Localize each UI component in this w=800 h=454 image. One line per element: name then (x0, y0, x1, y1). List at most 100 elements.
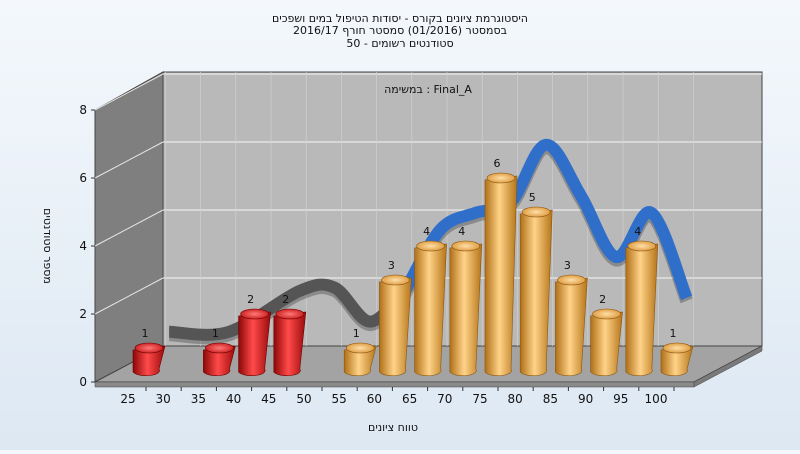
data-label-75: 6 (494, 157, 501, 170)
x-tick-label: 95 (613, 392, 628, 406)
x-tick-label: 35 (191, 392, 206, 406)
x-tick-label: 100 (645, 392, 668, 406)
x-tick-label: 60 (367, 392, 382, 406)
bar-top (486, 172, 516, 184)
bar-45 (273, 308, 307, 377)
data-label-80: 5 (529, 191, 536, 204)
chart-subtitle: במשימה : Final_A (384, 83, 472, 96)
x-tick-label: 75 (472, 392, 487, 406)
bar-70 (449, 240, 483, 377)
x-tick-label: 70 (437, 392, 452, 406)
bar-75 (484, 172, 518, 377)
bar-60 (379, 274, 412, 377)
bar-top (416, 240, 445, 252)
floor-front-edge (94, 381, 695, 388)
x-tick-label: 80 (508, 392, 523, 406)
y-tick-label: 4 (79, 239, 87, 253)
bar-top (451, 240, 481, 252)
x-tick-label: 90 (578, 392, 593, 406)
bar-top (275, 308, 305, 320)
bar-35 (203, 342, 236, 377)
chart-title-line-1: היסטוגרמת ציונים בקורס - יסודות הטיפול ב… (272, 12, 528, 25)
bar-body (519, 209, 553, 377)
data-label-25: 1 (142, 327, 149, 340)
bar-65 (414, 240, 447, 377)
bar-top (240, 308, 269, 320)
x-tick-label: 45 (261, 392, 276, 406)
bar-25 (132, 342, 166, 377)
bar-top (345, 342, 375, 354)
y-axis-ticks: 0 2 4 6 8 (79, 103, 95, 389)
bar-body (132, 345, 166, 377)
x-tick-label: 50 (296, 392, 311, 406)
data-label-35: 1 (212, 327, 219, 340)
bar-body (590, 311, 623, 377)
trend-curve-blue (399, 138, 693, 301)
data-label-60: 3 (388, 259, 395, 272)
trend-curve-gray (168, 278, 410, 341)
data-label-45: 2 (282, 293, 289, 306)
bar-body (273, 311, 307, 377)
bar-body (203, 345, 236, 377)
bar-80 (519, 206, 553, 377)
y-axis-title: מספר סטודנטים (41, 208, 54, 284)
data-label-85: 3 (564, 259, 571, 272)
gridline-side (94, 73, 164, 111)
bar-body (449, 243, 483, 377)
bar-100 (660, 342, 694, 377)
gridline-side (94, 277, 164, 315)
bar-55 (343, 342, 377, 377)
trend-curve (168, 138, 693, 345)
bar-top (381, 274, 410, 286)
x-tick-label: 55 (332, 392, 347, 406)
bar-body (238, 311, 271, 377)
y-tick-label: 8 (79, 103, 87, 117)
bar-top (592, 308, 621, 320)
bar-top (521, 206, 551, 218)
data-label-90: 2 (599, 293, 606, 306)
bar-95 (625, 240, 659, 377)
bar-body (660, 345, 694, 377)
data-label-100: 1 (670, 327, 677, 340)
bar-top (627, 240, 657, 252)
side-wall (94, 71, 164, 383)
bar-top (557, 274, 586, 286)
x-tick-label: 25 (120, 392, 135, 406)
y-tick-label: 6 (79, 171, 87, 185)
chart-title-line-3: סטודנטים רשומים - 50 (346, 37, 453, 50)
data-label-40: 2 (247, 293, 254, 306)
bar-top (134, 342, 164, 354)
bar-body (379, 277, 412, 377)
bar-90 (590, 308, 623, 377)
gridline-side (94, 209, 164, 247)
x-tick-label: 40 (226, 392, 241, 406)
x-axis-title: טווח ציונים (368, 421, 418, 434)
y-tick-label: 0 (79, 375, 87, 389)
bar-body (414, 243, 447, 377)
x-tick-label: 85 (543, 392, 558, 406)
bars (132, 172, 694, 377)
x-tick-label: 30 (156, 392, 171, 406)
chart-title-line-2: בסמסטר (01/2016) סמסטר חורף 2016/17 (293, 24, 507, 37)
floor-right-edge (693, 345, 763, 388)
bar-body (625, 243, 659, 377)
bar-body (555, 277, 588, 377)
gridline-side (94, 141, 164, 179)
bar-body (484, 175, 518, 377)
x-tick-label: 65 (402, 392, 417, 406)
data-label-55: 1 (353, 327, 360, 340)
bar-85 (555, 274, 588, 377)
data-label-65: 4 (423, 225, 430, 238)
data-labels: 1 1 2 2 1 3 4 4 6 5 3 2 4 1 (142, 157, 677, 340)
data-label-70: 4 (458, 225, 465, 238)
bar-body (343, 345, 377, 377)
bar-top (662, 342, 692, 354)
x-axis-ticks: 25 30 35 40 45 50 55 60 65 70 75 80 85 90 95 100 (120, 387, 675, 406)
bar-top (205, 342, 234, 354)
y-tick-label: 2 (79, 307, 87, 321)
data-label-95: 4 (634, 225, 641, 238)
gridlines (94, 73, 762, 315)
bar-40 (238, 308, 271, 377)
